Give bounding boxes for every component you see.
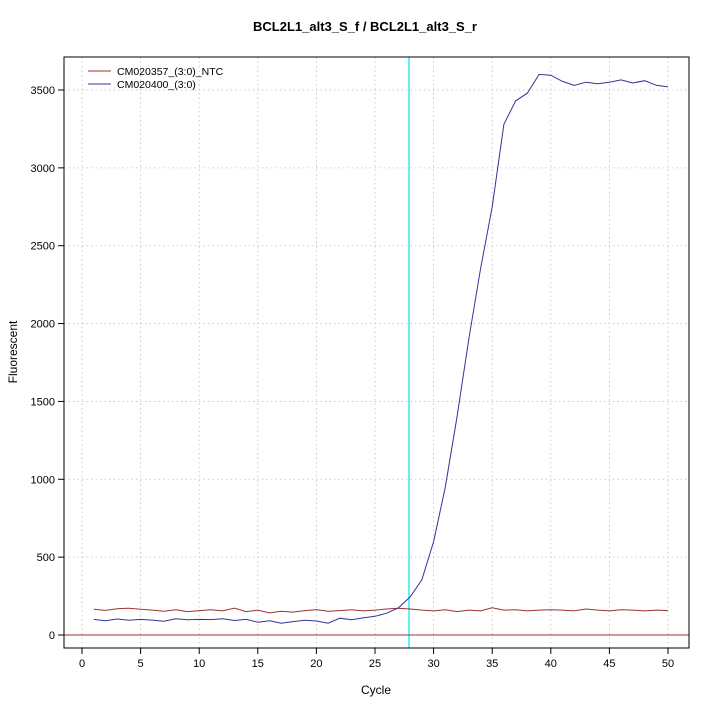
x-tick-label: 0 — [79, 658, 85, 670]
y-tick-label: 1000 — [31, 474, 55, 486]
y-tick-label: 1500 — [31, 396, 55, 408]
x-tick-label: 20 — [310, 658, 322, 670]
x-tick-label: 40 — [545, 658, 557, 670]
chart-title: BCL2L1_alt3_S_f / BCL2L1_alt3_S_r — [253, 19, 477, 34]
legend-label: CM020400_(3:0) — [117, 79, 196, 91]
x-tick-label: 30 — [427, 658, 439, 670]
x-tick-label: 35 — [486, 658, 498, 670]
plot-border — [63, 56, 690, 649]
y-tick-label: 3500 — [31, 85, 55, 97]
y-tick-label: 2000 — [31, 319, 55, 331]
y-tick-label: 3000 — [31, 163, 55, 175]
x-axis-label: Cycle — [361, 683, 391, 697]
y-axis-label: Fluorescent — [6, 320, 20, 383]
x-tick-label: 5 — [138, 658, 144, 670]
y-tick-label: 500 — [37, 552, 55, 564]
x-tick-label: 10 — [193, 658, 205, 670]
series-line-sample — [93, 73, 669, 624]
y-tick-label: 0 — [49, 630, 55, 642]
x-tick-label: 50 — [662, 658, 674, 670]
legend-label: CM020357_(3:0)_NTC — [117, 66, 224, 78]
x-tick-label: 45 — [603, 658, 615, 670]
series-line-ntc — [93, 607, 669, 614]
x-tick-label: 25 — [369, 658, 381, 670]
x-tick-label: 15 — [252, 658, 264, 670]
y-tick-label: 2500 — [31, 241, 55, 253]
plot-layer: 0 5 10 15 20 25 30 35 40 45 5005001000150020002500… — [31, 56, 690, 670]
